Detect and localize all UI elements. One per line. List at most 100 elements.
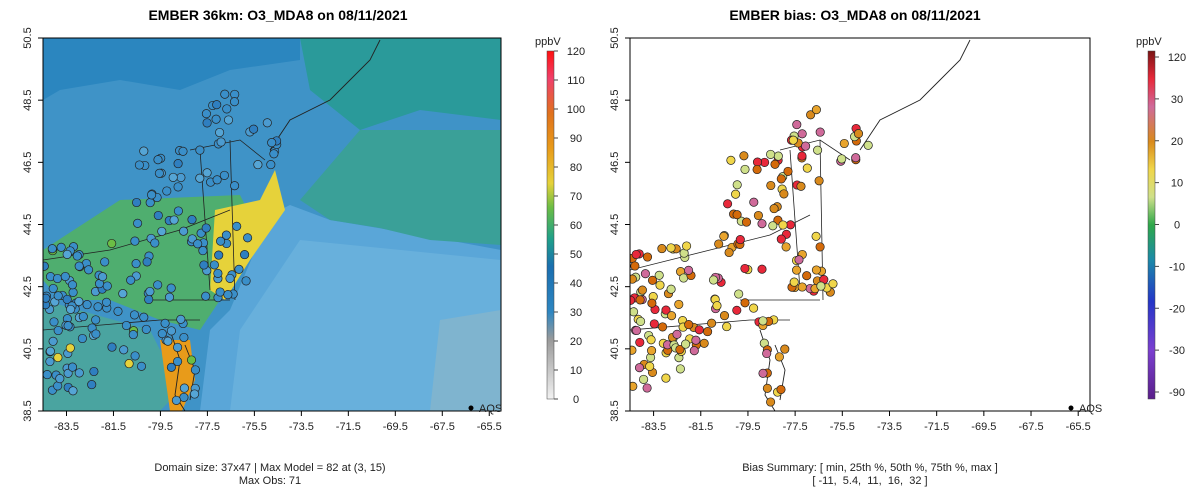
aqs-site-marker [770, 159, 780, 169]
right-footer-1: Bias Summary: [ min, 25th %, 50th %, 75t… [742, 462, 998, 474]
x-tick-label: -67.5 [430, 421, 455, 433]
aqs-site-marker [229, 97, 240, 107]
aqs-site-marker [647, 298, 657, 308]
y-tick-label: 48.5 [609, 89, 621, 110]
aqs-site-marker [67, 362, 78, 372]
aqs-site-marker [173, 159, 183, 169]
aqs-site-marker [215, 287, 225, 297]
y-tick-label: 44.5 [609, 214, 621, 235]
aqs-site-marker [672, 329, 682, 339]
right-title: EMBER bias: O3_MDA8 on 08/11/2021 [729, 7, 981, 23]
aqs-site-marker [56, 242, 66, 252]
aqs-site-marker [749, 197, 759, 207]
aqs-site-marker [160, 318, 170, 328]
aqs-site-marker [219, 170, 229, 180]
colorbar-tick-label: -10 [1169, 261, 1185, 273]
aqs-site-marker [176, 172, 186, 183]
x-tick-label: -79.5 [148, 421, 173, 433]
aqs-site-marker [758, 368, 768, 378]
aqs-site-marker [107, 238, 117, 249]
aqs-site-marker [811, 105, 821, 115]
aqs-site-marker [630, 274, 637, 284]
aqs-site-marker [741, 217, 752, 227]
aqs-site-marker [776, 174, 786, 184]
x-tick-label: -73.5 [289, 421, 314, 433]
aqs-site-marker [766, 149, 776, 159]
aqs-site-marker [154, 168, 164, 178]
aqs-site-marker [98, 272, 108, 282]
aqs-site-marker [781, 242, 791, 252]
aqs-site-marker [124, 359, 134, 369]
aqs-site-marker [53, 352, 63, 363]
aqs-site-marker [132, 197, 142, 208]
aqs-site-marker [157, 226, 167, 236]
aqs-site-marker [91, 329, 101, 339]
aqs-site-marker [814, 176, 824, 186]
aqs-site-marker [150, 238, 160, 248]
colorbar-tick-label: 120 [567, 46, 585, 58]
aqs-site-marker [55, 374, 65, 384]
aqs-site-marker [68, 287, 78, 297]
aqs-site-marker [630, 381, 638, 391]
y-tick-label: 42.5 [22, 276, 34, 297]
legend-dot-left [468, 405, 474, 411]
aqs-site-marker [166, 362, 176, 372]
aqs-site-marker [752, 164, 762, 175]
aqs-site-marker [647, 275, 658, 285]
aqs-sites-right [630, 105, 873, 407]
aqs-site-marker [243, 233, 253, 243]
aqs-site-marker [262, 118, 272, 128]
aqs-site-marker [839, 138, 849, 149]
aqs-site-marker [84, 265, 94, 275]
colorbar-tick-label: 0 [573, 394, 579, 406]
aqs-site-marker [811, 265, 821, 275]
aqs-site-marker [128, 330, 138, 340]
aqs-site-marker [220, 89, 230, 99]
aqs-site-marker [773, 151, 783, 161]
aqs-site-marker [134, 160, 144, 170]
aqs-site-marker [43, 370, 52, 380]
aqs-site-marker [45, 346, 55, 356]
aqs-site-marker [74, 261, 84, 271]
aqs-site-marker [640, 269, 650, 279]
aqs-site-marker [778, 220, 788, 230]
aqs-site-marker [681, 339, 691, 349]
aqs-site-marker [739, 151, 749, 161]
left-x-ticks: -83.5 -81.5 -79.5 -77.5 -75.5 -73.5 -71.5 -69.5… [54, 411, 502, 433]
aqs-site-marker [732, 180, 742, 190]
aqs-site-marker [645, 361, 655, 371]
aqs-site-marker [222, 104, 232, 114]
colorbar-tick-label: -30 [1169, 345, 1185, 357]
aqs-site-marker [168, 172, 178, 182]
colorbar-tick-label: 30 [570, 307, 582, 319]
legend-label-left: AQS [479, 403, 502, 415]
aqs-site-marker [766, 397, 776, 407]
left-colorbar [546, 50, 555, 400]
aqs-site-marker [768, 221, 778, 231]
aqs-site-marker [121, 320, 131, 331]
left-colorbar-label: ppbV [535, 36, 561, 48]
aqs-site-marker [164, 292, 175, 302]
aqs-site-marker [72, 251, 82, 261]
aqs-site-marker [187, 215, 197, 225]
aqs-site-marker [113, 306, 123, 316]
y-tick-label: 38.5 [609, 400, 621, 421]
aqs-site-marker [647, 346, 657, 356]
left-heatmap [43, 38, 501, 411]
aqs-site-marker [667, 311, 677, 321]
x-tick-label: -83.5 [54, 421, 79, 433]
aqs-site-marker [190, 389, 200, 399]
colorbar-tick-label: 40 [570, 278, 582, 290]
x-tick-label: -71.5 [336, 421, 361, 433]
aqs-site-marker [153, 210, 163, 221]
aqs-site-marker [142, 257, 152, 267]
aqs-site-marker [774, 352, 784, 362]
aqs-site-marker [52, 273, 63, 284]
aqs-site-marker [212, 100, 222, 110]
aqs-site-marker [201, 291, 211, 301]
y-tick-label: 44.5 [22, 214, 34, 235]
aqs-site-marker [740, 298, 750, 308]
aqs-site-marker [153, 280, 163, 290]
aqs-site-marker [813, 145, 823, 155]
